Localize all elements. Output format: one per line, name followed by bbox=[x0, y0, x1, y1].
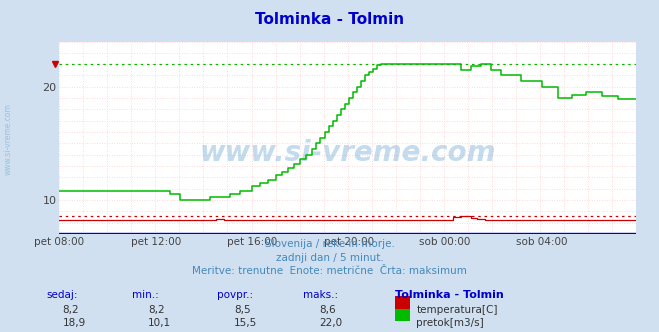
Text: pretok[m3/s]: pretok[m3/s] bbox=[416, 318, 484, 328]
Text: 18,9: 18,9 bbox=[63, 318, 86, 328]
Text: zadnji dan / 5 minut.: zadnji dan / 5 minut. bbox=[275, 253, 384, 263]
Text: 8,6: 8,6 bbox=[320, 305, 336, 315]
Text: 22,0: 22,0 bbox=[320, 318, 343, 328]
Text: www.si-vreme.com: www.si-vreme.com bbox=[3, 104, 13, 175]
Text: 8,2: 8,2 bbox=[148, 305, 165, 315]
Text: 15,5: 15,5 bbox=[234, 318, 257, 328]
Text: Tolminka - Tolmin: Tolminka - Tolmin bbox=[255, 12, 404, 27]
Text: Tolminka - Tolmin: Tolminka - Tolmin bbox=[395, 290, 504, 300]
Text: min.:: min.: bbox=[132, 290, 159, 300]
Text: 10,1: 10,1 bbox=[148, 318, 171, 328]
Text: temperatura[C]: temperatura[C] bbox=[416, 305, 498, 315]
Text: 8,5: 8,5 bbox=[234, 305, 250, 315]
Text: 8,2: 8,2 bbox=[63, 305, 79, 315]
Text: www.si-vreme.com: www.si-vreme.com bbox=[200, 139, 496, 167]
Text: Meritve: trenutne  Enote: metrične  Črta: maksimum: Meritve: trenutne Enote: metrične Črta: … bbox=[192, 266, 467, 276]
Text: Slovenija / reke in morje.: Slovenija / reke in morje. bbox=[264, 239, 395, 249]
Text: povpr.:: povpr.: bbox=[217, 290, 254, 300]
Text: maks.:: maks.: bbox=[303, 290, 338, 300]
Text: sedaj:: sedaj: bbox=[46, 290, 78, 300]
